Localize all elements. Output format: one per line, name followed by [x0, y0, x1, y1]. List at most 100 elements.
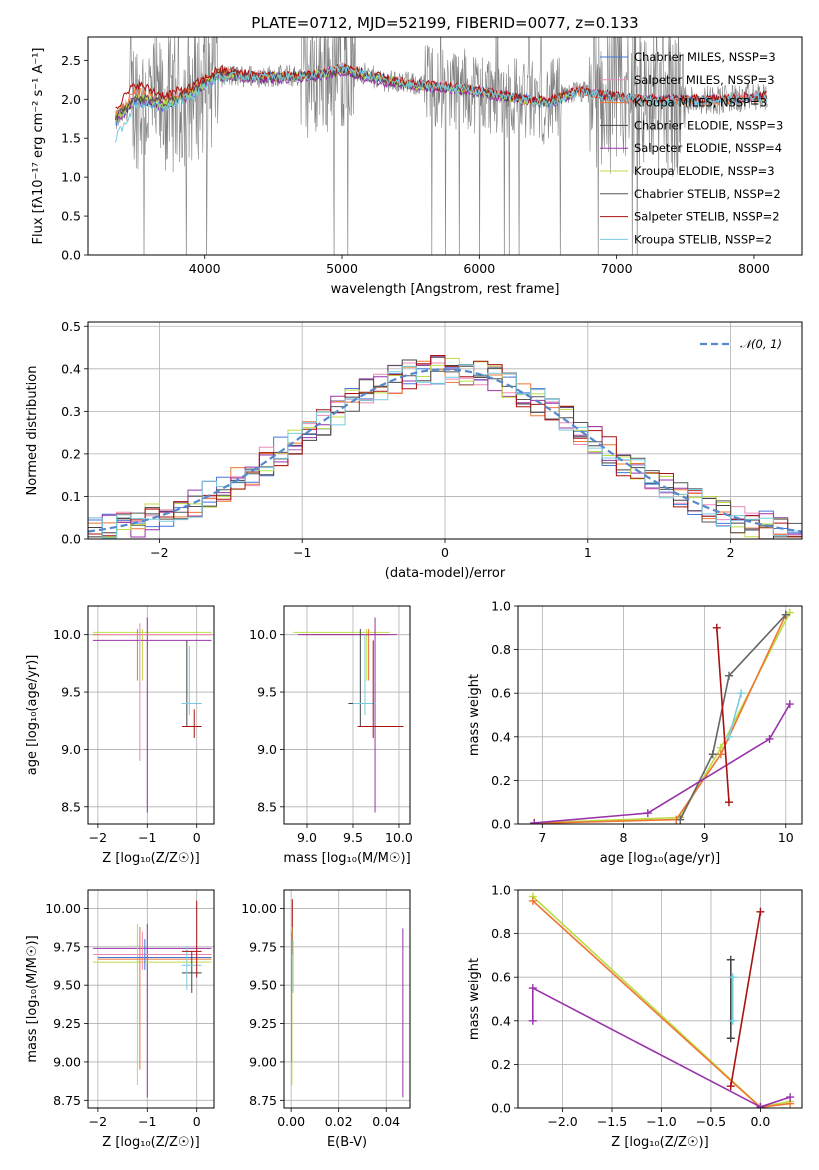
plot-frame — [87, 321, 803, 540]
y-tick-label: 9.50 — [53, 978, 81, 993]
y-tick-label: 9.0 — [257, 742, 277, 757]
error-point — [293, 628, 390, 681]
weight-marker — [676, 815, 685, 824]
y-tick-label: 8.75 — [53, 1093, 81, 1108]
weight-marker — [726, 1082, 735, 1091]
weight-series-4 — [716, 627, 730, 803]
y-tick-label: 10.00 — [241, 901, 277, 916]
x-tick-label: −0.5 — [696, 1114, 726, 1129]
axes-mass-vs-ebv: 0.00 0.02 0.04 8.75 9.00 9.25 9.50 9.75 10.00 E(B… — [241, 889, 411, 1150]
weight-marker — [716, 750, 725, 759]
y-tick-label: 0.2 — [491, 1057, 511, 1072]
x-tick-label: 0 — [441, 545, 449, 560]
weight-marker — [643, 809, 652, 818]
y-tick-label: 10.0 — [249, 627, 277, 642]
y-tick-label: 0.0 — [491, 817, 511, 832]
plot-area-residuals — [88, 354, 802, 539]
y-tick-label: 0.0 — [61, 532, 81, 547]
legend: Chabrier MILES, NSSP=3 Salpeter MILES, NS… — [600, 50, 783, 246]
y-tick-label: 0.0 — [491, 1101, 511, 1116]
y-tick-label: 0.5 — [61, 319, 81, 334]
y-tick-label: 2.0 — [61, 92, 81, 107]
y-tick-label: 2.5 — [61, 53, 81, 68]
x-tick-label: 9 — [701, 830, 709, 845]
error-point — [352, 634, 376, 715]
x-tick-label: 0.02 — [325, 1114, 353, 1129]
error-point — [181, 709, 202, 738]
plot-frame — [517, 889, 803, 1109]
error-point — [302, 628, 390, 681]
x-tick-label: 8 — [620, 830, 628, 845]
x-tick-label: 0.04 — [372, 1114, 400, 1129]
y-tick-label: 1.0 — [61, 170, 81, 185]
x-tick-label: −1 — [138, 1114, 156, 1129]
y-tick-label: 0.2 — [61, 446, 81, 461]
y-tick-label: 0.1 — [61, 489, 81, 504]
x-tick-label: −1.0 — [646, 1114, 676, 1129]
x-axis-label: E(B-V) — [327, 1135, 367, 1150]
observed-spectrum — [115, 37, 768, 255]
y-tick-label: 0.3 — [61, 404, 81, 419]
weight-marker — [528, 1016, 537, 1025]
x-tick-label: 6000 — [463, 261, 495, 276]
y-tick-label: 8.75 — [249, 1093, 277, 1108]
weight-marker — [724, 671, 733, 680]
y-axis-label: age [log₁₀(age/yr)] — [25, 655, 40, 776]
x-tick-label: 9.0 — [297, 830, 317, 845]
y-tick-label: 0.4 — [491, 729, 511, 744]
y-tick-label: 9.5 — [257, 685, 277, 700]
y-tick-label: 0.5 — [61, 209, 81, 224]
plot-frame — [87, 605, 215, 825]
error-point — [97, 939, 212, 970]
weight-marker — [726, 1034, 735, 1043]
error-point — [92, 931, 212, 970]
legend-entry: Kroupa MILES, NSSP=3 — [634, 96, 767, 110]
weight-series-3 — [730, 911, 762, 1087]
y-tick-label: 1.5 — [61, 131, 81, 146]
weight-marker — [785, 608, 794, 617]
legend-entry: Chabrier STELIB, NSSP=2 — [634, 187, 781, 201]
x-tick-label: 10 — [778, 830, 794, 845]
y-tick-label: 1.0 — [491, 599, 511, 614]
y-tick-label: 0.8 — [491, 926, 511, 941]
plot-frame — [283, 889, 411, 1109]
plot-frame — [517, 605, 803, 825]
axes-mass-vs-Z: −2 −1 0 8.75 9.00 9.25 9.50 9.75 10.00 Z [log₁₀(Z… — [25, 889, 215, 1150]
y-tick-label: 9.00 — [53, 1054, 81, 1069]
x-tick-label: 1 — [584, 545, 592, 560]
plot-area-mass-vs-Z — [92, 900, 212, 1098]
legend-entry: Chabrier MILES, NSSP=3 — [634, 50, 776, 64]
x-tick-label: −1 — [293, 545, 311, 560]
x-tick-label: 0.00 — [277, 1114, 305, 1129]
y-tick-label: 9.50 — [249, 978, 277, 993]
weight-marker — [728, 973, 737, 982]
error-point — [97, 623, 212, 761]
y-axis-label: Normed distribution — [25, 366, 40, 496]
weight-marker — [786, 1093, 795, 1102]
weight-marker — [530, 818, 539, 824]
x-tick-label: −2 — [89, 830, 107, 845]
x-tick-label: 4000 — [189, 261, 221, 276]
weight-series-0 — [534, 612, 791, 824]
histogram-2 — [88, 360, 802, 538]
plot-frame — [87, 36, 803, 256]
error-point — [92, 617, 212, 813]
plot-frame — [283, 605, 411, 825]
x-tick-label: 2 — [727, 545, 735, 560]
y-tick-label: 0.4 — [61, 361, 81, 376]
error-point — [97, 926, 212, 1070]
axes-weight-vs-age: 7 8 9 10 0.0 0.2 0.4 0.6 0.8 1.0 age [log₁₀(age/yr… — [467, 599, 803, 866]
weight-marker — [528, 896, 537, 905]
legend-entry: 𝒩(0, 1) — [740, 337, 782, 351]
y-tick-label: 0.6 — [491, 686, 511, 701]
weight-marker — [724, 798, 733, 807]
x-tick-label: 10.0 — [385, 830, 413, 845]
legend-entry: Chabrier ELODIE, NSSP=3 — [634, 118, 783, 132]
x-axis-label: Z [log₁₀(Z/Z☉)] — [611, 1135, 708, 1150]
weight-marker — [528, 984, 537, 993]
axes-age-vs-Z: −2 −1 0 8.5 9.0 9.5 10.0 Z [log₁₀(Z/Z☉)] age [lo… — [25, 605, 215, 866]
y-tick-label: 0.8 — [491, 642, 511, 657]
x-axis-label: Z [log₁₀(Z/Z☉)] — [102, 1135, 199, 1150]
y-tick-label: 9.00 — [249, 1054, 277, 1069]
